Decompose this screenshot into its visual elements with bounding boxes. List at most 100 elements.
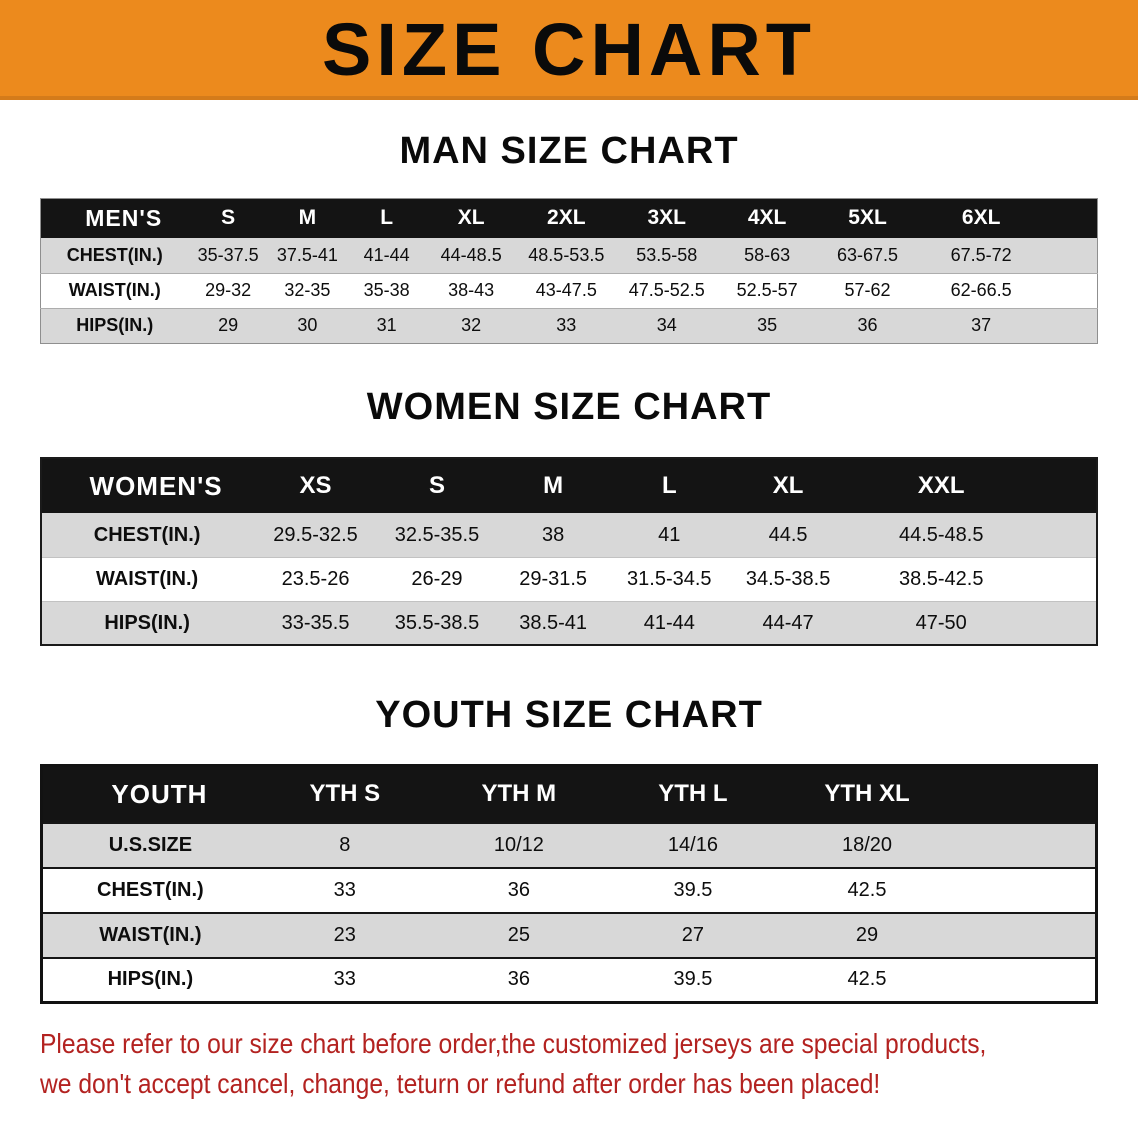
size-cell: 38.5-41 bbox=[495, 600, 612, 646]
size-cell: 44-48.5 bbox=[426, 238, 517, 274]
size-cell: 41-44 bbox=[611, 600, 728, 646]
banner: SIZE CHART bbox=[0, 0, 1138, 100]
women-section-heading: WOMEN SIZE CHART bbox=[366, 385, 772, 428]
size-cell: 39.5 bbox=[605, 956, 780, 1003]
size-cell: 23.5-26 bbox=[252, 556, 379, 602]
size-cell: 35-38 bbox=[347, 272, 427, 309]
disclaimer-line-2: we don't accept cancel, change, teturn o… bbox=[40, 1068, 881, 1100]
men-hips-row: HIPS(IN.) 29 30 31 32 33 34 35 36 37 bbox=[40, 307, 1098, 344]
women-col-xxl: XXL bbox=[848, 458, 1034, 514]
row-label: WAIST(IN.) bbox=[41, 556, 253, 602]
youth-section-heading: YOUTH SIZE CHART bbox=[375, 694, 763, 737]
size-cell: 8 bbox=[257, 821, 432, 868]
row-label: HIPS(IN.) bbox=[41, 600, 253, 646]
size-cell: 38 bbox=[495, 513, 612, 558]
row-label: CHEST(IN.) bbox=[41, 866, 258, 913]
size-cell: 44.5-48.5 bbox=[848, 513, 1034, 558]
spacer-cell bbox=[1044, 307, 1098, 344]
spacer-cell bbox=[1044, 198, 1098, 239]
spacer-cell bbox=[1033, 458, 1097, 514]
men-col-3xl: 3XL bbox=[616, 198, 717, 239]
men-col-s: S bbox=[188, 198, 268, 239]
size-cell: 44.5 bbox=[727, 513, 849, 558]
size-cell: 35 bbox=[716, 307, 818, 344]
size-cell: 34 bbox=[616, 307, 717, 344]
youth-col-m: YTH M bbox=[431, 765, 606, 823]
spacer-cell bbox=[1033, 513, 1097, 558]
size-cell: 32 bbox=[426, 307, 517, 344]
spacer-cell bbox=[954, 911, 1097, 958]
men-corner-label: MEN'S bbox=[40, 198, 189, 239]
youth-waist-row: WAIST(IN.) 23 25 27 29 bbox=[41, 911, 1097, 958]
size-cell: 31.5-34.5 bbox=[611, 556, 728, 602]
youth-ussize-row: U.S.SIZE 8 10/12 14/16 18/20 bbox=[41, 821, 1097, 868]
size-cell: 38.5-42.5 bbox=[848, 556, 1034, 602]
size-cell: 30 bbox=[267, 307, 347, 344]
women-chest-row: CHEST(IN.) 29.5-32.5 32.5-35.5 38 41 44.… bbox=[41, 513, 1097, 558]
size-cell: 41-44 bbox=[347, 238, 427, 274]
men-size-table: MEN'S S M L XL 2XL 3XL 4XL 5XL 6XL CHEST… bbox=[40, 197, 1098, 344]
size-cell: 14/16 bbox=[605, 821, 780, 868]
women-corner-label: WOMEN'S bbox=[41, 458, 253, 514]
men-section: MAN SIZE CHART MEN'S S M L XL 2XL 3XL 4X… bbox=[0, 130, 1138, 344]
disclaimer-line-1: Please refer to our size chart before or… bbox=[40, 1028, 987, 1060]
youth-col-xl: YTH XL bbox=[779, 765, 955, 823]
disclaimer: Please refer to our size chart before or… bbox=[40, 1024, 1138, 1104]
size-cell: 57-62 bbox=[817, 272, 918, 309]
row-label: HIPS(IN.) bbox=[40, 307, 189, 344]
youth-section: YOUTH SIZE CHART YOUTH YTH S YTH M YTH L… bbox=[0, 694, 1138, 1005]
size-cell: 52.5-57 bbox=[716, 272, 818, 309]
row-label: U.S.SIZE bbox=[41, 821, 258, 868]
size-cell: 35.5-38.5 bbox=[378, 600, 496, 646]
size-cell: 32.5-35.5 bbox=[378, 513, 496, 558]
size-cell: 42.5 bbox=[779, 956, 955, 1003]
youth-col-s: YTH S bbox=[257, 765, 432, 823]
size-cell: 39.5 bbox=[605, 866, 780, 913]
size-cell: 47-50 bbox=[848, 600, 1034, 646]
women-header-row: WOMEN'S XS S M L XL XXL bbox=[41, 458, 1097, 514]
spacer-cell bbox=[954, 821, 1097, 868]
row-label: WAIST(IN.) bbox=[41, 911, 258, 958]
women-col-xl: XL bbox=[727, 458, 849, 514]
men-col-xl: XL bbox=[426, 198, 517, 239]
spacer-cell bbox=[954, 956, 1097, 1003]
men-col-m: M bbox=[267, 198, 347, 239]
size-cell: 47.5-52.5 bbox=[616, 272, 717, 309]
row-label: WAIST(IN.) bbox=[40, 272, 189, 309]
size-cell: 43-47.5 bbox=[516, 272, 617, 309]
youth-header-row: YOUTH YTH S YTH M YTH L YTH XL bbox=[41, 765, 1097, 823]
women-hips-row: HIPS(IN.) 33-35.5 35.5-38.5 38.5-41 41-4… bbox=[41, 600, 1097, 646]
size-cell: 58-63 bbox=[716, 238, 818, 274]
size-cell: 31 bbox=[347, 307, 427, 344]
size-cell: 44-47 bbox=[727, 600, 849, 646]
women-waist-row: WAIST(IN.) 23.5-26 26-29 29-31.5 31.5-34… bbox=[41, 556, 1097, 602]
women-section: WOMEN SIZE CHART WOMEN'S XS S M L XL XXL bbox=[0, 386, 1138, 647]
size-cell: 10/12 bbox=[431, 821, 606, 868]
spacer-cell bbox=[1044, 272, 1098, 309]
size-cell: 42.5 bbox=[779, 866, 955, 913]
spacer-cell bbox=[954, 765, 1097, 823]
men-col-2xl: 2XL bbox=[516, 198, 617, 239]
size-cell: 36 bbox=[431, 866, 606, 913]
size-cell: 62-66.5 bbox=[917, 272, 1045, 309]
youth-corner-label: YOUTH bbox=[41, 765, 258, 823]
size-cell: 33 bbox=[516, 307, 617, 344]
men-col-6xl: 6XL bbox=[917, 198, 1045, 239]
spacer-cell bbox=[1033, 600, 1097, 646]
spacer-cell bbox=[954, 866, 1097, 913]
men-col-4xl: 4XL bbox=[716, 198, 818, 239]
size-cell: 53.5-58 bbox=[616, 238, 717, 274]
women-size-table: WOMEN'S XS S M L XL XXL CHEST(IN.) 29.5-… bbox=[40, 457, 1098, 647]
size-cell: 29 bbox=[779, 911, 955, 958]
women-col-m: M bbox=[495, 458, 612, 514]
page-title: SIZE CHART bbox=[322, 8, 816, 91]
men-col-5xl: 5XL bbox=[817, 198, 918, 239]
size-cell: 27 bbox=[605, 911, 780, 958]
spacer-cell bbox=[1033, 556, 1097, 602]
size-cell: 25 bbox=[431, 911, 606, 958]
size-cell: 37.5-41 bbox=[267, 238, 347, 274]
size-cell: 29-31.5 bbox=[495, 556, 612, 602]
youth-col-l: YTH L bbox=[605, 765, 780, 823]
men-waist-row: WAIST(IN.) 29-32 32-35 35-38 38-43 43-47… bbox=[40, 272, 1098, 309]
size-cell: 38-43 bbox=[426, 272, 517, 309]
